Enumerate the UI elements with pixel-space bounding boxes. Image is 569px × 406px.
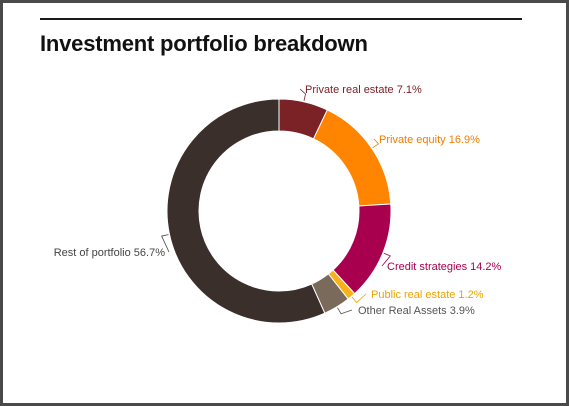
leader-line-5: [161, 234, 170, 253]
slice-labels: Private real estate 7.1% Private equity 1…: [54, 84, 502, 317]
donut-slices: [166, 98, 392, 324]
donut-slice-5: [166, 98, 326, 324]
slice-label-3: Public real estate 1.2%: [371, 289, 484, 301]
donut-slice-1: [312, 109, 392, 207]
leader-line-4: [337, 307, 353, 315]
slice-label-5: Rest of portfolio 56.7%: [54, 247, 166, 259]
slice-label-4: Other Real Assets 3.9%: [358, 305, 475, 317]
leader-line-0: [299, 88, 306, 101]
label-leaders: [161, 88, 391, 315]
slice-label-0: Private real estate 7.1%: [305, 84, 422, 96]
leader-line-2: [381, 252, 391, 267]
slice-label-1: Private equity 16.9%: [379, 134, 480, 146]
leader-line-3: [351, 293, 367, 304]
chart-title: Investment portfolio breakdown: [40, 31, 368, 56]
leader-line-1: [372, 138, 380, 149]
slice-label-2: Credit strategies 14.2%: [387, 261, 502, 273]
title-rule: [40, 18, 522, 20]
